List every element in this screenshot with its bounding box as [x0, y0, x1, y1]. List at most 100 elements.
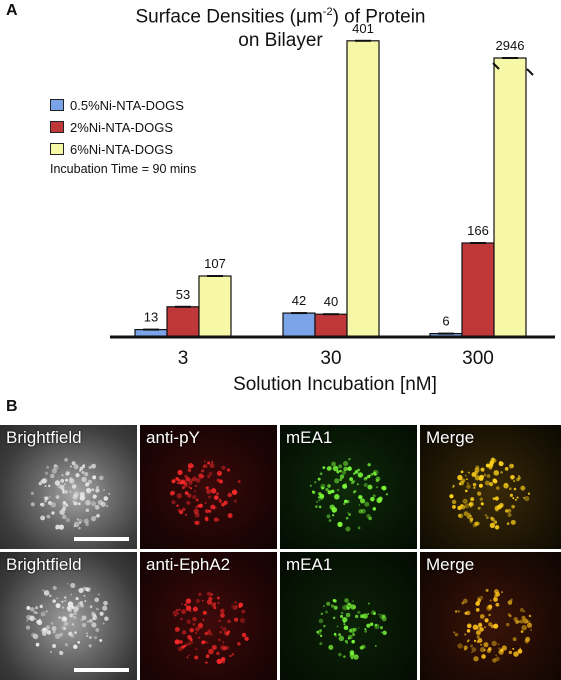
speckle-dot [25, 625, 31, 630]
speckle-dot [51, 511, 55, 515]
speckle-dot [507, 613, 511, 617]
speckle-dot [358, 504, 361, 506]
speckle-dot [507, 600, 513, 605]
speckle-dot [325, 610, 328, 614]
speckle-dot [463, 511, 469, 517]
bar-2-1 [461, 242, 495, 338]
tile-label-r2c3: mEA1 [286, 555, 333, 574]
speckle-dot [366, 623, 371, 628]
speckle-dot [216, 492, 219, 495]
speckle-dot [485, 463, 490, 468]
speckle-dot [488, 481, 494, 487]
speckle-dot [205, 661, 208, 664]
speckle-dot [61, 616, 67, 622]
speckle-dot [192, 616, 197, 622]
speckle-dot [364, 628, 367, 631]
speckle-dot [348, 457, 351, 461]
speckle-dot [194, 655, 199, 660]
speckle-dot [479, 595, 484, 600]
speckle-dot [71, 461, 76, 466]
speckle-dot [321, 486, 325, 490]
speckle-dot [178, 479, 184, 485]
speckle-dot [190, 487, 192, 490]
speckle-dot [319, 629, 323, 632]
speckle-dot [352, 633, 356, 637]
speckle-dot [345, 500, 349, 504]
chart-title-line1: Surface Densities (μm-2) of Protein [0, 6, 561, 28]
value-label-0-1: 53 [176, 287, 190, 302]
speckle-dot [211, 644, 217, 650]
speckle-dot [209, 463, 215, 469]
speckle-dot [457, 643, 463, 649]
speckle-dot [319, 642, 323, 646]
speckle-dot [370, 496, 375, 502]
speckle-dot [483, 642, 489, 648]
speckle-dot [78, 521, 82, 524]
speckle-dot [375, 478, 380, 483]
speckle-dot [208, 471, 213, 476]
speckle-dot [94, 504, 100, 510]
speckle-dot [332, 465, 339, 472]
speckle-dot [519, 607, 524, 612]
tile-label-r2c1: Brightfield [6, 555, 82, 574]
micrograph-mea1-2: mEA1 [280, 552, 417, 680]
speckle-dot [54, 480, 61, 486]
speckle-dot [85, 487, 92, 493]
axis-break-mark-0 [492, 62, 500, 70]
speckle-dot [73, 521, 80, 528]
speckle-dot [194, 512, 200, 518]
speckle-dot [526, 620, 531, 624]
speckle-dot [81, 622, 87, 628]
speckle-dot [344, 499, 348, 504]
speckle-dot [216, 658, 222, 665]
speckle-dot [217, 602, 220, 605]
speckle-dot [341, 470, 347, 475]
speckle-dot [331, 461, 336, 467]
value-label-1-1: 40 [324, 294, 338, 309]
speckle-dot [55, 603, 61, 609]
speckle-dot [187, 493, 192, 498]
speckle-dot [452, 504, 456, 509]
speckle-dot [358, 473, 362, 477]
speckle-dot [88, 635, 92, 640]
speckle-dot [457, 610, 460, 613]
speckle-dot [181, 486, 185, 490]
speckle-dot [353, 654, 359, 660]
speckle-dot [317, 496, 320, 499]
speckle-dot [327, 490, 332, 495]
speckle-dot [454, 632, 459, 637]
speckle-dot [357, 472, 364, 478]
speckle-dot [475, 465, 480, 470]
speckle-dot [62, 514, 67, 520]
speckle-dot [73, 464, 79, 470]
speckle-dot [85, 508, 90, 513]
speckle-dot [501, 591, 503, 593]
speckle-dot [174, 639, 180, 645]
speckle-dot [195, 599, 200, 604]
speckle-dot [33, 610, 37, 614]
speckle-dot [51, 625, 57, 631]
speckle-dot [238, 602, 243, 608]
speckle-dot [184, 643, 188, 647]
speckle-dot [480, 643, 482, 646]
speckle-dot [187, 468, 192, 473]
speckle-dot [108, 492, 111, 495]
speckle-dot [486, 605, 492, 611]
speckle-dot [330, 604, 335, 608]
speckle-dot [477, 491, 482, 496]
speckle-dot [339, 474, 345, 479]
speckle-dot [234, 601, 237, 604]
speckle-dot [75, 597, 79, 601]
speckle-dot [372, 494, 376, 498]
speckle-dot [190, 640, 194, 644]
speckle-dot [222, 646, 227, 651]
speckle-dot [338, 633, 341, 636]
speckle-dot [312, 490, 316, 494]
speckle-dot [201, 599, 204, 602]
speckle-dot [195, 478, 201, 483]
speckle-dot [104, 616, 109, 621]
speckle-dot [371, 473, 374, 475]
speckle-dot [345, 516, 349, 520]
speckle-dot [73, 615, 77, 620]
speckle-dot [227, 492, 232, 498]
